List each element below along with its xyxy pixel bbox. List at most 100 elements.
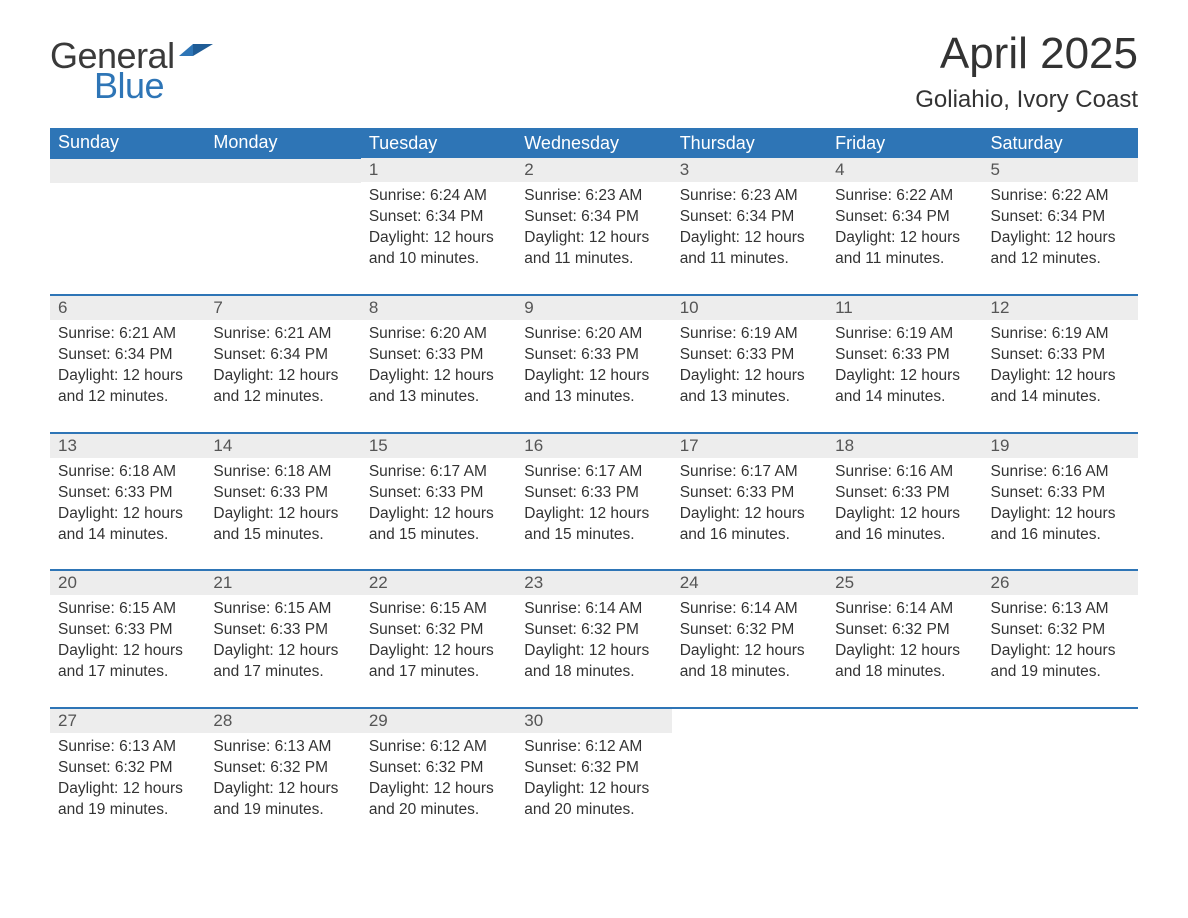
day-number: 14 [205, 434, 360, 458]
day-number: 27 [50, 709, 205, 733]
calendar-cell: 16Sunrise: 6:17 AMSunset: 6:33 PMDayligh… [516, 433, 671, 571]
calendar-cell [50, 158, 205, 295]
day-number: 15 [361, 434, 516, 458]
calendar-cell: 12Sunrise: 6:19 AMSunset: 6:33 PMDayligh… [983, 295, 1138, 433]
day-number: 29 [361, 709, 516, 733]
day-number: 1 [361, 158, 516, 182]
day-data: Sunrise: 6:21 AMSunset: 6:34 PMDaylight:… [50, 320, 205, 408]
day-number: 2 [516, 158, 671, 182]
day-data: Sunrise: 6:13 AMSunset: 6:32 PMDaylight:… [50, 733, 205, 821]
weekday-header: Sunday [50, 128, 205, 158]
calendar-cell [983, 708, 1138, 845]
day-number: 7 [205, 296, 360, 320]
calendar-cell: 3Sunrise: 6:23 AMSunset: 6:34 PMDaylight… [672, 158, 827, 295]
calendar-cell: 9Sunrise: 6:20 AMSunset: 6:33 PMDaylight… [516, 295, 671, 433]
calendar-row: 20Sunrise: 6:15 AMSunset: 6:33 PMDayligh… [50, 570, 1138, 708]
day-data: Sunrise: 6:18 AMSunset: 6:33 PMDaylight:… [205, 458, 360, 546]
day-number: 26 [983, 571, 1138, 595]
calendar-cell: 21Sunrise: 6:15 AMSunset: 6:33 PMDayligh… [205, 570, 360, 708]
calendar-row: 27Sunrise: 6:13 AMSunset: 6:32 PMDayligh… [50, 708, 1138, 845]
day-data: Sunrise: 6:19 AMSunset: 6:33 PMDaylight:… [672, 320, 827, 408]
day-data: Sunrise: 6:21 AMSunset: 6:34 PMDaylight:… [205, 320, 360, 408]
logo: General Blue [50, 30, 213, 104]
calendar-cell [672, 708, 827, 845]
day-data: Sunrise: 6:24 AMSunset: 6:34 PMDaylight:… [361, 182, 516, 270]
calendar-cell: 20Sunrise: 6:15 AMSunset: 6:33 PMDayligh… [50, 570, 205, 708]
calendar-cell: 19Sunrise: 6:16 AMSunset: 6:33 PMDayligh… [983, 433, 1138, 571]
day-data: Sunrise: 6:16 AMSunset: 6:33 PMDaylight:… [827, 458, 982, 546]
day-number: 19 [983, 434, 1138, 458]
day-number: 25 [827, 571, 982, 595]
calendar-cell: 15Sunrise: 6:17 AMSunset: 6:33 PMDayligh… [361, 433, 516, 571]
day-number: 16 [516, 434, 671, 458]
day-data: Sunrise: 6:22 AMSunset: 6:34 PMDaylight:… [983, 182, 1138, 270]
calendar-row: 13Sunrise: 6:18 AMSunset: 6:33 PMDayligh… [50, 433, 1138, 571]
calendar-cell: 11Sunrise: 6:19 AMSunset: 6:33 PMDayligh… [827, 295, 982, 433]
day-number [205, 159, 360, 183]
calendar-cell: 22Sunrise: 6:15 AMSunset: 6:32 PMDayligh… [361, 570, 516, 708]
calendar-cell: 1Sunrise: 6:24 AMSunset: 6:34 PMDaylight… [361, 158, 516, 295]
header: General Blue April 2025 Goliahio, Ivory … [50, 30, 1138, 114]
calendar-cell: 29Sunrise: 6:12 AMSunset: 6:32 PMDayligh… [361, 708, 516, 845]
weekday-header: Saturday [983, 128, 1138, 158]
location: Goliahio, Ivory Coast [915, 86, 1138, 114]
day-number: 28 [205, 709, 360, 733]
calendar-table: Sunday Monday Tuesday Wednesday Thursday… [50, 128, 1138, 844]
day-data: Sunrise: 6:20 AMSunset: 6:33 PMDaylight:… [361, 320, 516, 408]
day-number: 12 [983, 296, 1138, 320]
day-number: 11 [827, 296, 982, 320]
title-block: April 2025 Goliahio, Ivory Coast [915, 30, 1138, 114]
day-data: Sunrise: 6:15 AMSunset: 6:33 PMDaylight:… [205, 595, 360, 683]
calendar-cell: 18Sunrise: 6:16 AMSunset: 6:33 PMDayligh… [827, 433, 982, 571]
day-number: 18 [827, 434, 982, 458]
day-number: 17 [672, 434, 827, 458]
day-number: 5 [983, 158, 1138, 182]
day-number: 8 [361, 296, 516, 320]
day-data: Sunrise: 6:17 AMSunset: 6:33 PMDaylight:… [516, 458, 671, 546]
day-data: Sunrise: 6:23 AMSunset: 6:34 PMDaylight:… [672, 182, 827, 270]
calendar-cell: 28Sunrise: 6:13 AMSunset: 6:32 PMDayligh… [205, 708, 360, 845]
day-number: 6 [50, 296, 205, 320]
weekday-header: Thursday [672, 128, 827, 158]
calendar-cell: 30Sunrise: 6:12 AMSunset: 6:32 PMDayligh… [516, 708, 671, 845]
day-data: Sunrise: 6:18 AMSunset: 6:33 PMDaylight:… [50, 458, 205, 546]
day-data: Sunrise: 6:15 AMSunset: 6:33 PMDaylight:… [50, 595, 205, 683]
day-data: Sunrise: 6:14 AMSunset: 6:32 PMDaylight:… [672, 595, 827, 683]
day-data: Sunrise: 6:13 AMSunset: 6:32 PMDaylight:… [983, 595, 1138, 683]
calendar-cell: 27Sunrise: 6:13 AMSunset: 6:32 PMDayligh… [50, 708, 205, 845]
day-data: Sunrise: 6:20 AMSunset: 6:33 PMDaylight:… [516, 320, 671, 408]
weekday-header: Tuesday [361, 128, 516, 158]
day-data: Sunrise: 6:22 AMSunset: 6:34 PMDaylight:… [827, 182, 982, 270]
weekday-header: Monday [205, 128, 360, 158]
calendar-cell: 2Sunrise: 6:23 AMSunset: 6:34 PMDaylight… [516, 158, 671, 295]
day-number: 9 [516, 296, 671, 320]
day-number: 20 [50, 571, 205, 595]
day-data: Sunrise: 6:15 AMSunset: 6:32 PMDaylight:… [361, 595, 516, 683]
day-data: Sunrise: 6:19 AMSunset: 6:33 PMDaylight:… [827, 320, 982, 408]
day-number: 3 [672, 158, 827, 182]
calendar-cell: 13Sunrise: 6:18 AMSunset: 6:33 PMDayligh… [50, 433, 205, 571]
day-data: Sunrise: 6:19 AMSunset: 6:33 PMDaylight:… [983, 320, 1138, 408]
calendar-cell: 14Sunrise: 6:18 AMSunset: 6:33 PMDayligh… [205, 433, 360, 571]
day-data: Sunrise: 6:16 AMSunset: 6:33 PMDaylight:… [983, 458, 1138, 546]
day-number: 21 [205, 571, 360, 595]
calendar-cell: 5Sunrise: 6:22 AMSunset: 6:34 PMDaylight… [983, 158, 1138, 295]
calendar-cell: 4Sunrise: 6:22 AMSunset: 6:34 PMDaylight… [827, 158, 982, 295]
calendar-row: 1Sunrise: 6:24 AMSunset: 6:34 PMDaylight… [50, 158, 1138, 295]
day-number [50, 159, 205, 183]
day-data: Sunrise: 6:14 AMSunset: 6:32 PMDaylight:… [516, 595, 671, 683]
logo-flag-icon [179, 38, 213, 74]
calendar-cell: 8Sunrise: 6:20 AMSunset: 6:33 PMDaylight… [361, 295, 516, 433]
day-data: Sunrise: 6:12 AMSunset: 6:32 PMDaylight:… [361, 733, 516, 821]
calendar-cell [827, 708, 982, 845]
day-data: Sunrise: 6:14 AMSunset: 6:32 PMDaylight:… [827, 595, 982, 683]
calendar-row: 6Sunrise: 6:21 AMSunset: 6:34 PMDaylight… [50, 295, 1138, 433]
month-title: April 2025 [915, 30, 1138, 78]
day-data: Sunrise: 6:23 AMSunset: 6:34 PMDaylight:… [516, 182, 671, 270]
calendar-cell: 23Sunrise: 6:14 AMSunset: 6:32 PMDayligh… [516, 570, 671, 708]
day-number: 23 [516, 571, 671, 595]
calendar-body: 1Sunrise: 6:24 AMSunset: 6:34 PMDaylight… [50, 158, 1138, 844]
calendar-cell: 24Sunrise: 6:14 AMSunset: 6:32 PMDayligh… [672, 570, 827, 708]
day-number: 4 [827, 158, 982, 182]
weekday-row: Sunday Monday Tuesday Wednesday Thursday… [50, 128, 1138, 158]
